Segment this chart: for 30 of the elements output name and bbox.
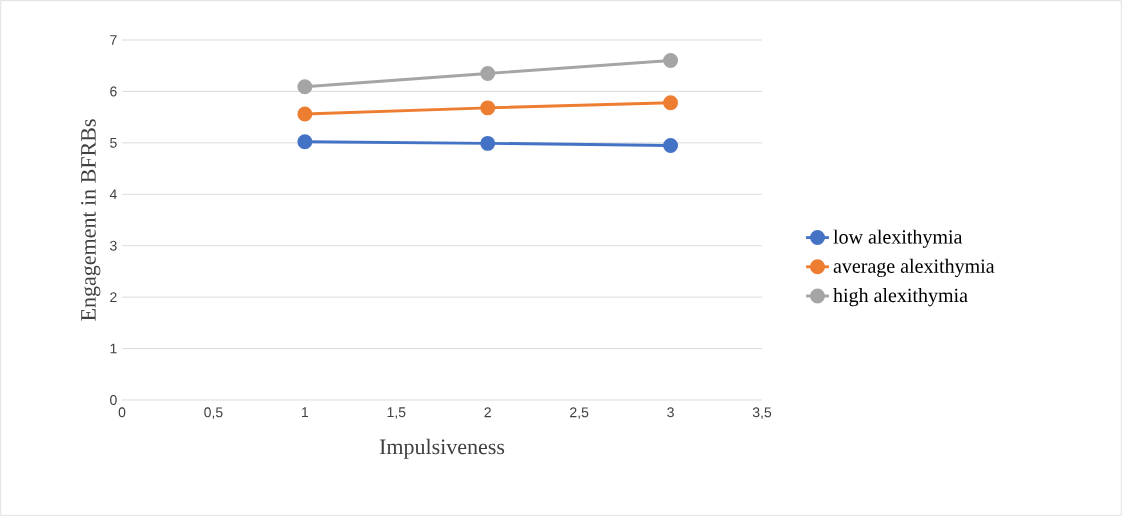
x-tick-label: 3,5 — [752, 407, 772, 419]
point — [297, 134, 313, 150]
x-tick-label: 3 — [667, 407, 674, 418]
point — [480, 65, 496, 81]
legend-label: low alexithymia — [833, 229, 963, 248]
legend-label: average alexithymia — [833, 258, 995, 278]
x-tick-label: 1 — [302, 407, 309, 417]
point — [663, 95, 679, 111]
x-tick-label: 0 — [118, 407, 126, 418]
point — [663, 137, 679, 153]
x-tick-label: 2 — [484, 407, 491, 418]
x-tick-label: 2,5 — [570, 407, 589, 419]
legend-label: high alexithymia — [833, 288, 968, 307]
x-tick-label: 0,5 — [204, 407, 223, 419]
point — [480, 100, 496, 116]
y-tick-label: 7 — [110, 35, 117, 45]
y-tick-label: 5 — [110, 137, 117, 148]
point — [297, 79, 313, 95]
y-tick-label: 1 — [110, 343, 117, 354]
y-tick-label: 3 — [110, 240, 117, 251]
y-tick-label: 0 — [110, 395, 117, 405]
y-axis-title: Engagement in BFRBs — [81, 119, 101, 321]
point — [663, 53, 679, 69]
y-tick-label: 6 — [110, 86, 117, 97]
y-tick-label: 4 — [109, 189, 117, 200]
x-axis-title: Impulsiveness — [379, 438, 505, 459]
x-tick-label: 1,5 — [387, 407, 406, 419]
point — [297, 106, 313, 122]
point — [480, 135, 496, 151]
y-tick-label: 2 — [110, 292, 117, 303]
